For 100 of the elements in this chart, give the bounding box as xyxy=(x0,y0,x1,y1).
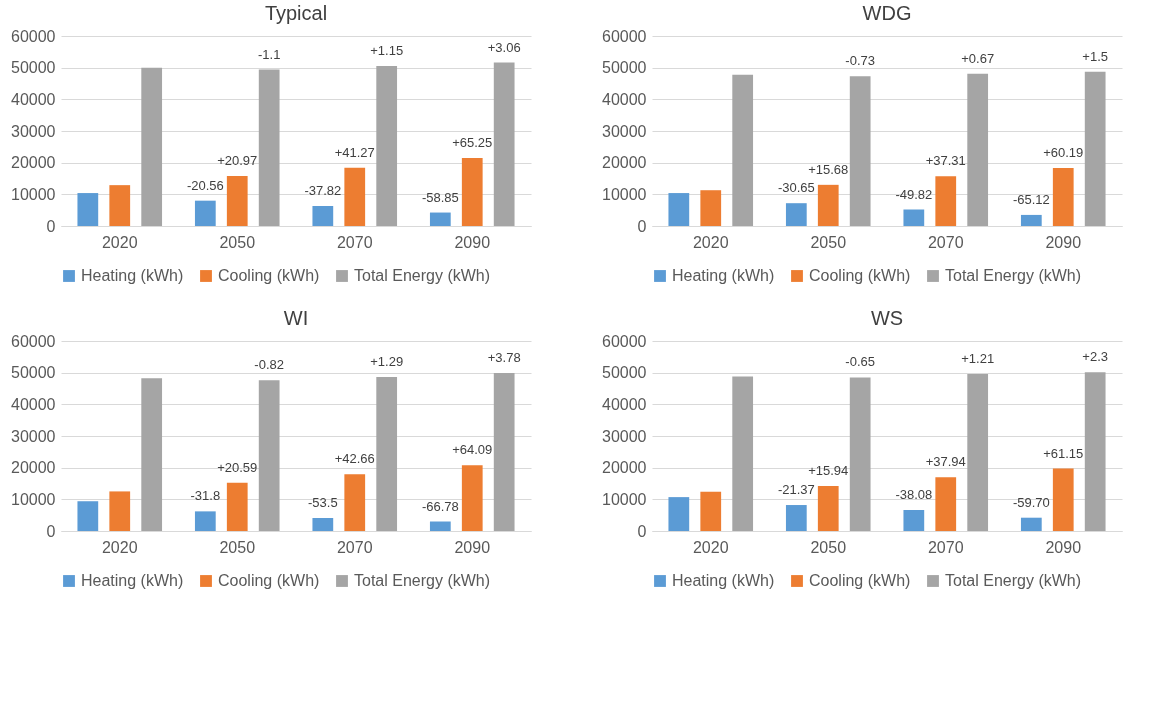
annotation: +41.27 xyxy=(334,144,375,160)
annotation: +64.09 xyxy=(452,442,493,458)
bar xyxy=(312,518,334,531)
x-tick-label: 2020 xyxy=(692,538,729,556)
bar xyxy=(226,175,248,226)
bar xyxy=(1020,214,1042,226)
y-tick-label: 0 xyxy=(46,522,56,540)
bar xyxy=(77,501,99,531)
annotation: +2.3 xyxy=(1082,349,1109,365)
bar xyxy=(700,190,722,226)
annotation: -1.1 xyxy=(257,46,281,62)
annotation: +3.06 xyxy=(487,39,521,55)
bar xyxy=(935,176,957,226)
y-tick-label: 50000 xyxy=(602,364,647,382)
bar xyxy=(817,486,839,531)
bar xyxy=(967,373,989,531)
chart-title: Typical xyxy=(264,2,328,24)
annotation: -30.65 xyxy=(777,180,815,196)
y-tick-label: 50000 xyxy=(602,59,647,77)
annotation: -21.37 xyxy=(777,482,815,498)
y-tick-label: 20000 xyxy=(11,154,56,172)
legend-label: Total Energy (kWh) xyxy=(945,267,1082,284)
annotation: -0.82 xyxy=(254,357,284,373)
bar xyxy=(1084,71,1106,226)
bar xyxy=(1052,468,1074,531)
annotation: -0.65 xyxy=(845,354,875,370)
x-tick-label: 2050 xyxy=(219,538,256,556)
bar xyxy=(785,505,807,531)
x-tick-label: 2070 xyxy=(336,538,373,556)
legend-label: Cooling (kWh) xyxy=(809,267,911,284)
bar xyxy=(732,376,754,531)
annotation: +61.15 xyxy=(1043,445,1084,461)
annotation: -58.85 xyxy=(421,189,459,205)
bar xyxy=(493,372,515,531)
x-tick-label: 2070 xyxy=(927,233,964,251)
bar xyxy=(668,497,690,531)
bar xyxy=(967,73,989,226)
bar xyxy=(376,377,398,531)
annotation: +1.5 xyxy=(1082,48,1109,64)
bar xyxy=(817,184,839,226)
y-tick-label: 40000 xyxy=(602,90,647,108)
x-tick-label: 2020 xyxy=(101,538,138,556)
annotation: -20.56 xyxy=(186,177,224,193)
bar xyxy=(77,193,99,226)
bar xyxy=(344,167,366,226)
y-tick-label: 50000 xyxy=(11,59,56,77)
bar xyxy=(429,212,451,226)
annotation: +20.59 xyxy=(217,459,258,475)
bar xyxy=(461,465,483,531)
x-tick-label: 2070 xyxy=(336,233,373,251)
y-tick-label: 0 xyxy=(637,522,647,540)
annotation: +0.67 xyxy=(961,50,995,66)
y-tick-label: 50000 xyxy=(11,364,56,382)
bar xyxy=(1052,168,1074,226)
legend-label: Cooling (kWh) xyxy=(218,267,320,284)
y-tick-label: 30000 xyxy=(602,427,647,445)
y-tick-label: 20000 xyxy=(602,459,647,477)
x-tick-label: 2050 xyxy=(810,233,847,251)
annotation: +37.31 xyxy=(925,153,966,169)
annotation: +1.21 xyxy=(961,350,995,366)
x-tick-label: 2090 xyxy=(454,233,491,251)
bar xyxy=(700,491,722,531)
annotation: +42.66 xyxy=(334,451,375,467)
bar xyxy=(785,203,807,226)
x-tick-label: 2090 xyxy=(454,538,491,556)
annotation: -49.82 xyxy=(895,186,933,202)
annotation: +1.29 xyxy=(370,354,404,370)
y-tick-label: 60000 xyxy=(602,27,647,45)
y-tick-label: 0 xyxy=(46,217,56,235)
legend-label: Cooling (kWh) xyxy=(218,572,320,589)
x-tick-label: 2090 xyxy=(1045,538,1082,556)
chart-title: WDG xyxy=(862,2,912,24)
y-tick-label: 40000 xyxy=(602,395,647,413)
legend-label: Total Energy (kWh) xyxy=(354,572,491,589)
annotation: -53.5 xyxy=(308,495,338,511)
x-tick-label: 2050 xyxy=(219,233,256,251)
annotation: -37.82 xyxy=(304,183,342,199)
bar xyxy=(1084,372,1106,531)
annotation: +37.94 xyxy=(925,454,966,470)
y-tick-label: 0 xyxy=(637,217,647,235)
bar xyxy=(312,206,334,226)
x-tick-label: 2050 xyxy=(810,538,847,556)
annotation: -59.70 xyxy=(1012,494,1050,510)
annotation: +15.94 xyxy=(808,463,849,479)
x-tick-label: 2020 xyxy=(101,233,138,251)
annotation: +1.15 xyxy=(370,43,404,59)
bar xyxy=(258,380,280,531)
bar xyxy=(903,209,925,226)
y-tick-label: 30000 xyxy=(11,122,56,140)
y-tick-label: 30000 xyxy=(11,427,56,445)
bar xyxy=(849,377,871,531)
legend-label: Heating (kWh) xyxy=(672,572,775,589)
annotation: -66.78 xyxy=(421,498,459,514)
bar xyxy=(141,378,163,531)
bar xyxy=(903,510,925,531)
bar xyxy=(461,157,483,226)
bar xyxy=(668,193,690,226)
bar xyxy=(344,474,366,531)
x-tick-label: 2020 xyxy=(692,233,729,251)
bar xyxy=(493,62,515,226)
